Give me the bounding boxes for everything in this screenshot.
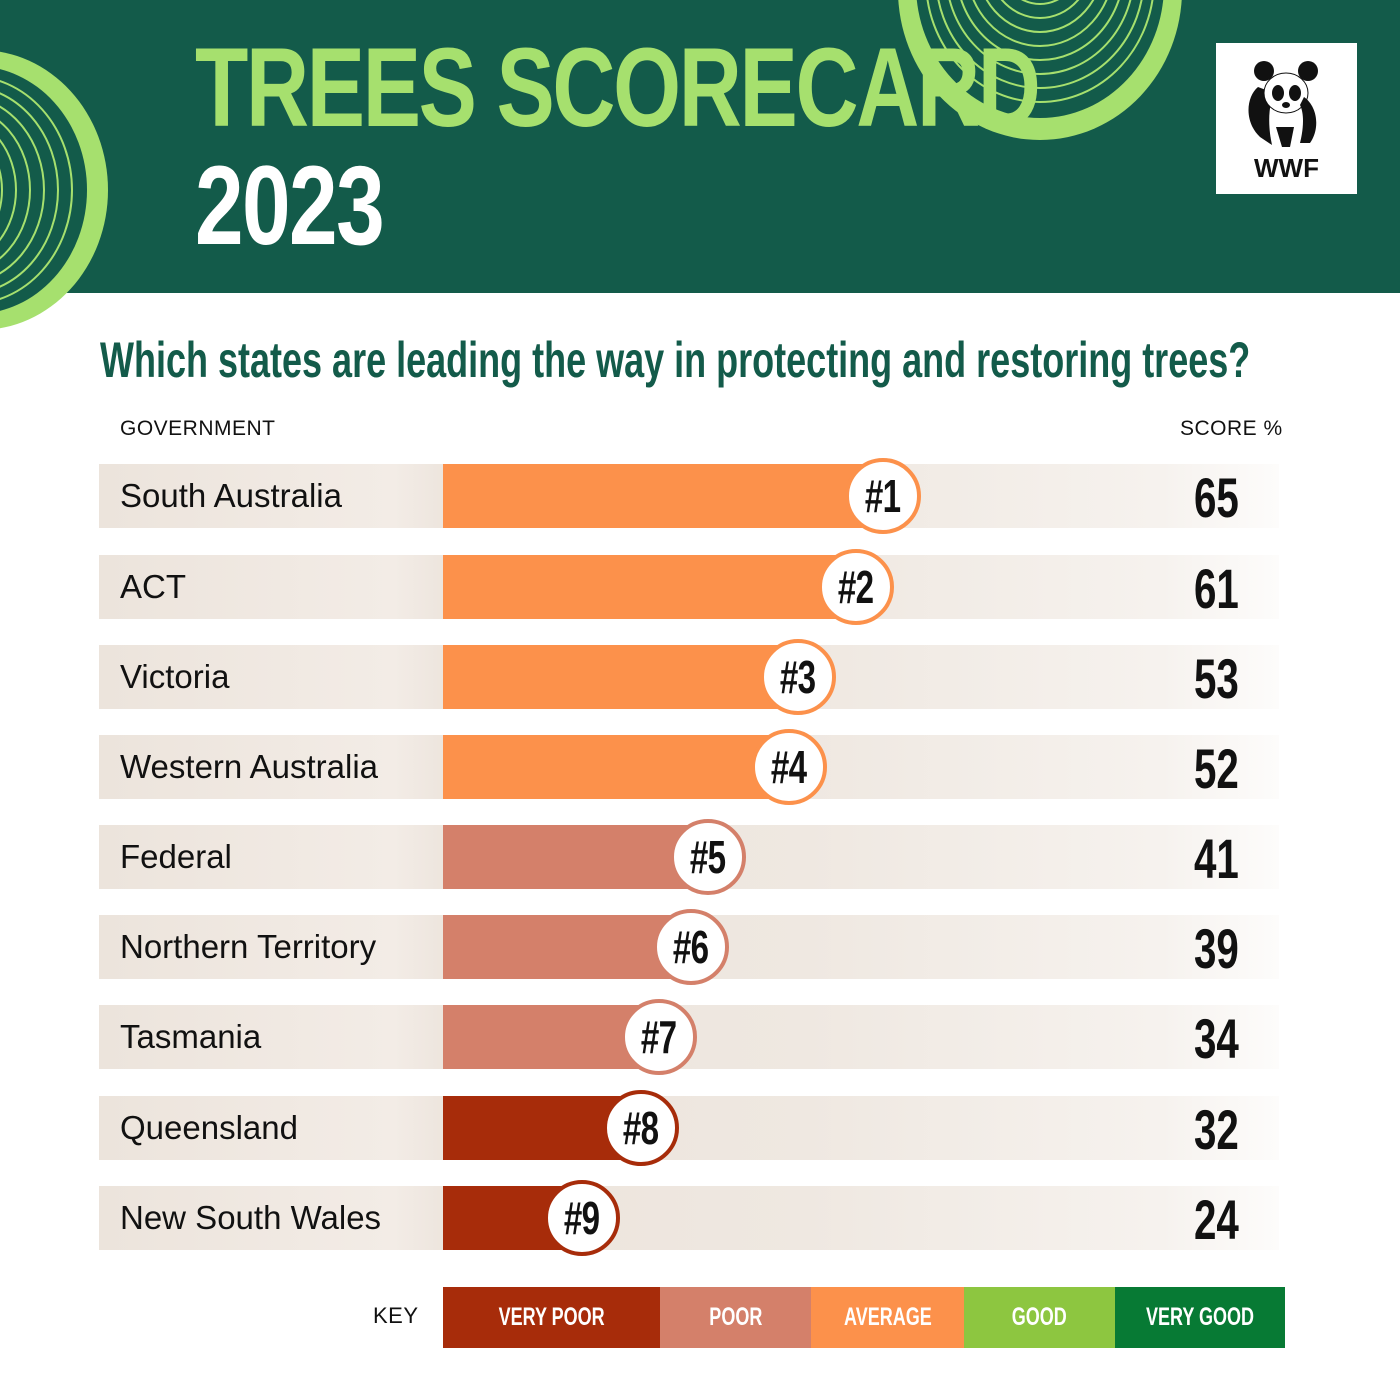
table-row: Northern Territory #6 39 [99, 909, 1279, 985]
score-bar [443, 645, 798, 709]
legend-item: AVERAGE [811, 1287, 964, 1348]
header-banner: TREES SCORECARD 2023 WWF [0, 0, 1400, 293]
government-name: Victoria [120, 658, 230, 695]
table-row: Federal #5 41 [99, 819, 1279, 895]
score-bar [443, 735, 789, 799]
rank-badge: #9 [544, 1180, 620, 1256]
chart-subtitle: Which states are leading the way in prot… [100, 332, 1251, 388]
government-name: South Australia [120, 477, 342, 514]
score-value: 65 [1194, 466, 1239, 529]
table-row: Victoria #3 53 [99, 639, 1279, 715]
government-name: Queensland [120, 1109, 298, 1146]
rank-badge: #4 [751, 729, 827, 805]
score-value: 52 [1194, 737, 1239, 800]
rank-badge: #5 [670, 819, 746, 895]
tree-ring-top-icon [898, 0, 1182, 140]
rank-badge: #1 [845, 458, 921, 534]
score-value: 61 [1194, 557, 1239, 620]
legend-key: VERY POOR POOR AVERAGE GOOD VERY GOOD [443, 1287, 1285, 1348]
rank-badge: #2 [818, 549, 894, 625]
wwf-logo: WWF [1216, 43, 1357, 194]
title-year: 2023 [195, 143, 385, 268]
government-name: Western Australia [120, 748, 379, 785]
column-header-score: SCORE % [1180, 417, 1283, 440]
score-bar [443, 464, 883, 528]
score-value: 53 [1194, 647, 1239, 710]
table-row: Western Australia #4 52 [99, 729, 1279, 805]
rank-badge: #7 [621, 999, 697, 1075]
table-row: Tasmania #7 34 [99, 999, 1279, 1075]
column-header-government: GOVERNMENT [120, 417, 276, 440]
row-track [99, 1186, 1279, 1250]
score-value: 32 [1194, 1098, 1239, 1161]
tree-ring-left-icon [0, 51, 108, 329]
score-value: 41 [1194, 827, 1239, 890]
score-value: 34 [1194, 1007, 1239, 1070]
panda-icon [1248, 61, 1318, 147]
rank-badge: #3 [760, 639, 836, 715]
table-row: New South Wales #9 24 [99, 1180, 1279, 1256]
government-name: Federal [120, 838, 232, 875]
government-name: Tasmania [120, 1018, 262, 1055]
key-label: KEY [373, 1303, 419, 1328]
score-value: 39 [1194, 917, 1239, 980]
wwf-logo-text: WWF [1254, 153, 1319, 183]
legend-item: VERY GOOD [1115, 1287, 1285, 1348]
score-bar [443, 825, 708, 889]
government-name: New South Wales [120, 1199, 382, 1236]
legend-item: VERY POOR [443, 1287, 660, 1348]
legend-item: POOR [660, 1287, 811, 1348]
table-row: Queensland #8 32 [99, 1090, 1279, 1166]
title-trees-scorecard: TREES SCORECARD [195, 25, 1041, 150]
score-value: 24 [1194, 1188, 1239, 1251]
rank-badge: #8 [603, 1090, 679, 1166]
row-track [99, 1096, 1279, 1160]
government-name: Northern Territory [120, 928, 377, 965]
score-bar [443, 915, 691, 979]
rank-badge: #6 [653, 909, 729, 985]
government-name: ACT [120, 568, 186, 605]
score-bar [443, 555, 856, 619]
table-row: South Australia #1 65 [99, 458, 1279, 534]
legend-item: GOOD [964, 1287, 1115, 1348]
table-row: ACT #2 61 [99, 549, 1279, 625]
